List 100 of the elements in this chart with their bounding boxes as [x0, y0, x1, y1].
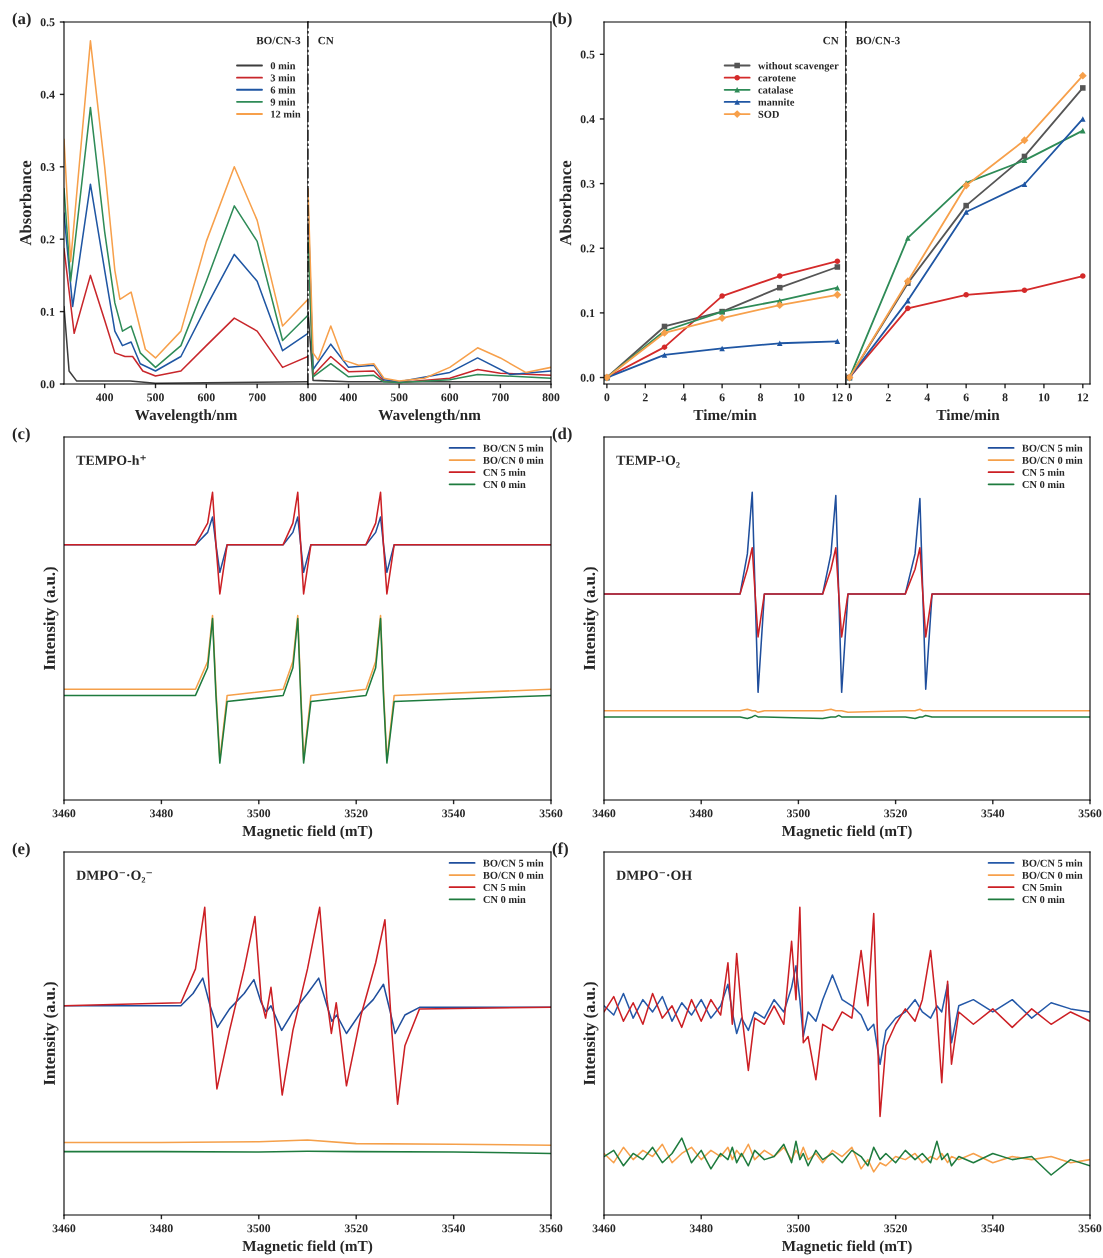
x-tick-label: 6	[719, 393, 725, 402]
legend-label: CN 0 min	[483, 480, 526, 489]
legend-label: CN 0 min	[483, 895, 526, 904]
x-tick-label: 10	[793, 393, 805, 402]
x-tick-label: 3540	[442, 1224, 465, 1233]
legend-label: mannite	[758, 98, 795, 106]
x-tick-label: 3500	[247, 1224, 271, 1233]
x-tick-label: 6	[963, 393, 969, 402]
x-tick-label: 500	[147, 393, 164, 402]
legend-label: CN 0 min	[1022, 480, 1065, 489]
y-axis-title: Intensity (a.u.)	[583, 982, 599, 1086]
x-tick-label: 3520	[344, 809, 368, 818]
x-tick-label: 2	[885, 393, 891, 402]
annotation: BO/CN-3	[855, 36, 900, 45]
x-tick-label: 3460	[592, 809, 616, 818]
legend-label: BO/CN 0 min	[483, 456, 544, 464]
x-axis-title: Time/min	[936, 409, 1000, 421]
legend-label: CN 5 min	[483, 883, 526, 891]
x-tick-label: 3560	[1078, 1224, 1102, 1233]
x-tick-label: 600	[197, 393, 215, 402]
y-tick-label: 0.5	[580, 50, 595, 59]
x-tick-label: 500	[390, 393, 408, 402]
x-tick-label: 3500	[787, 809, 810, 818]
x-tick-label: 3540	[442, 809, 465, 818]
y-axis-title: Absorbance	[19, 160, 32, 246]
x-axis-title: Magnetic field (mT)	[781, 825, 912, 840]
legend-label: CN 5 min	[483, 468, 526, 476]
x-tick-label: 400	[339, 393, 357, 402]
legend-label: carotene	[758, 75, 796, 82]
y-tick-label: 0.4	[580, 115, 595, 124]
x-tick-label: 3480	[150, 1224, 173, 1233]
x-tick-label: 3460	[592, 1224, 616, 1233]
x-tick-label: 3460	[52, 1224, 76, 1233]
x-tick-label: 3540	[981, 809, 1005, 818]
x-tick-label: 700	[248, 393, 266, 402]
y-tick-label: 0.3	[40, 163, 55, 172]
legend-label: BO/CN 5 min	[1022, 444, 1083, 452]
legend-label: 6 min	[270, 86, 296, 94]
y-axis-title: Intensity (a.u.)	[583, 567, 599, 671]
legend-label: 3 min	[270, 74, 296, 82]
x-axis-title: Wavelength/nm	[378, 409, 481, 424]
x-tick-label: 0	[604, 393, 610, 402]
y-tick-label: 0.1	[40, 307, 55, 316]
text: DMPO⁻·OH	[616, 870, 692, 880]
x-tick-label: 2	[642, 393, 648, 402]
x-tick-label: 800	[542, 393, 560, 402]
chart-title: (f)	[552, 842, 568, 858]
text: DMPO⁻·O₂⁻	[76, 870, 152, 883]
x-axis-title: Time/min	[693, 409, 757, 421]
x-axis-title: Magnetic field (mT)	[781, 1240, 912, 1255]
x-tick-label: 700	[492, 393, 509, 402]
x-tick-label: 12	[832, 393, 843, 402]
x-tick-label: 3480	[689, 809, 713, 818]
annotation: CN	[318, 36, 334, 45]
legend-label: 9 min	[270, 98, 296, 106]
text: TEMPO-h⁺	[76, 455, 146, 465]
x-tick-label: 3560	[539, 809, 563, 818]
text: TEMP-¹O₂	[616, 455, 680, 468]
chart-title: (e)	[12, 842, 30, 858]
x-tick-label: 8	[757, 393, 764, 402]
x-tick-label: 3500	[787, 1224, 810, 1233]
legend-label: BO/CN 5 min	[483, 859, 544, 867]
legend-label: CN 5min	[1022, 883, 1062, 891]
x-tick-label: 3560	[539, 1224, 563, 1233]
x-tick-label: 3540	[981, 1224, 1005, 1233]
x-tick-label: 0	[847, 393, 852, 402]
y-tick-label: 0.0	[40, 380, 55, 389]
legend-label: SOD	[758, 110, 779, 118]
y-tick-label: 0.5	[40, 18, 55, 27]
y-axis-title: Intensity (a.u.)	[43, 982, 59, 1086]
legend-label: BO/CN 0 min	[483, 871, 544, 879]
annotation: CN	[823, 36, 839, 45]
x-tick-label: 600	[441, 393, 459, 402]
legend-label: 0 min	[270, 61, 296, 70]
x-tick-label: 3560	[1078, 809, 1102, 818]
chart-title: (b)	[552, 12, 572, 28]
x-axis-title: Wavelength/nm	[134, 409, 238, 424]
x-tick-label: 3520	[884, 1224, 907, 1233]
y-tick-label: 0.4	[40, 90, 55, 99]
legend-label: BO/CN 5 min	[483, 444, 544, 452]
legend-label: BO/CN 0 min	[1022, 871, 1083, 879]
x-tick-label: 4	[680, 393, 687, 402]
x-tick-label: 3460	[52, 809, 76, 818]
y-tick-label: 0.1	[580, 309, 595, 318]
legend-label: CN 5 min	[1022, 468, 1065, 476]
y-tick-label: 0.2	[580, 244, 595, 253]
chart-title: (a)	[12, 12, 31, 28]
legend-label: without scavenger	[758, 61, 839, 72]
x-tick-label: 8	[1002, 393, 1008, 402]
x-axis-title: Magnetic field (mT)	[242, 1240, 373, 1255]
x-tick-label: 400	[95, 393, 114, 402]
x-tick-label: 12	[1077, 393, 1089, 402]
y-axis-title: Intensity (a.u.)	[43, 567, 59, 671]
x-tick-label: 3520	[884, 809, 907, 818]
chart-title: (d)	[552, 427, 572, 443]
x-axis-title: Magnetic field (mT)	[242, 825, 373, 840]
x-tick-label: 3520	[344, 1224, 368, 1233]
annotation: BO/CN-3	[256, 36, 301, 45]
legend-label: BO/CN 5 min	[1022, 859, 1083, 867]
x-tick-label: 800	[299, 393, 317, 402]
